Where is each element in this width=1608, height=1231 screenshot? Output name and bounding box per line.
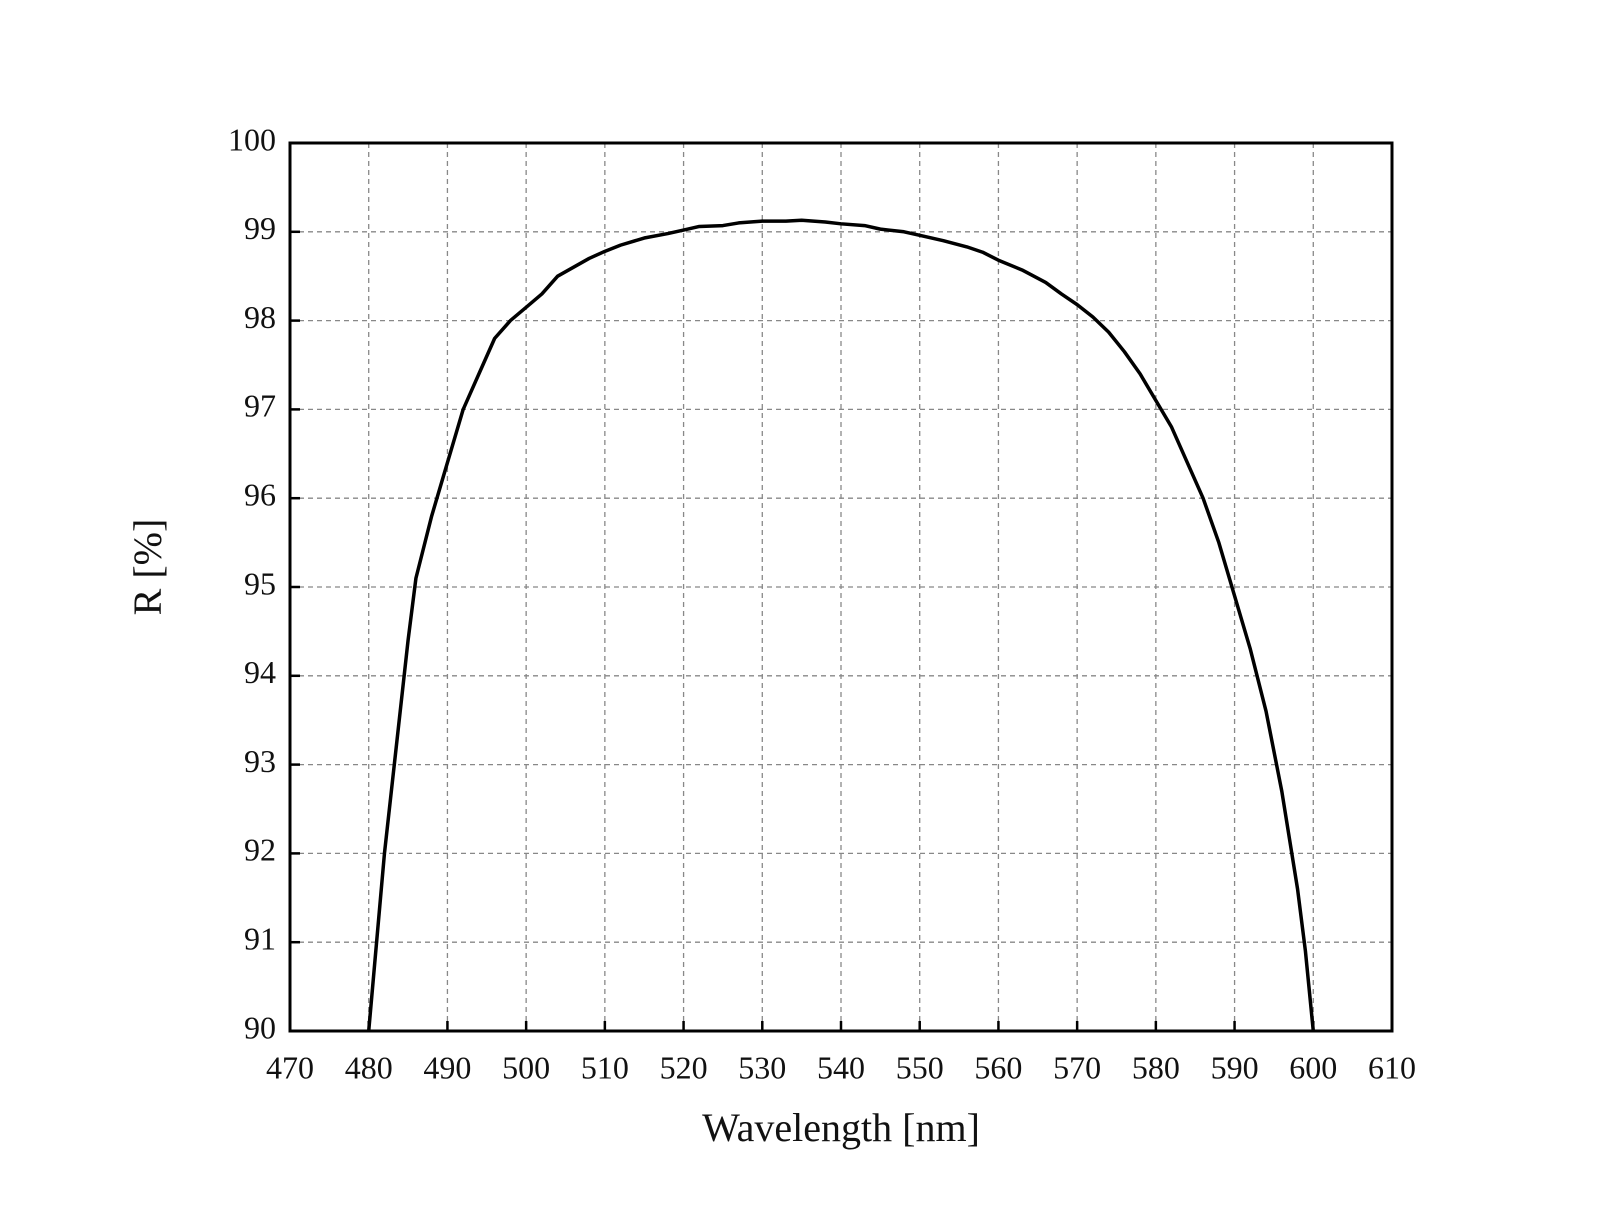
x-tick-label: 470 <box>266 1049 314 1085</box>
y-tick-label: 90 <box>244 1009 276 1045</box>
y-tick-label: 93 <box>244 743 276 779</box>
y-tick-label: 100 <box>228 121 276 157</box>
x-tick-label: 560 <box>974 1049 1022 1085</box>
y-tick-label: 91 <box>244 921 276 957</box>
x-tick-label: 500 <box>502 1049 550 1085</box>
y-tick-label: 92 <box>244 832 276 868</box>
x-tick-label: 550 <box>896 1049 944 1085</box>
y-tick-label: 94 <box>244 654 276 690</box>
x-tick-label: 530 <box>738 1049 786 1085</box>
x-tick-label: 600 <box>1289 1049 1337 1085</box>
x-tick-label: 570 <box>1053 1049 1101 1085</box>
x-tick-label: 480 <box>345 1049 393 1085</box>
y-axis-label: R [%] <box>125 519 170 616</box>
data-line <box>366 218 1316 1032</box>
x-tick-label: 540 <box>817 1049 865 1085</box>
x-tick-label: 490 <box>423 1049 471 1085</box>
x-tick-label: 520 <box>660 1049 708 1085</box>
x-tick-label: 580 <box>1132 1049 1180 1085</box>
x-tick-label: 590 <box>1211 1049 1259 1085</box>
y-tick-label: 95 <box>244 565 276 601</box>
x-tick-label: 510 <box>581 1049 629 1085</box>
plot-frame <box>288 141 1394 1033</box>
y-tick-label: 99 <box>244 210 276 246</box>
x-axis-label: Wavelength [nm] <box>702 1105 980 1150</box>
y-tick-label: 97 <box>244 388 276 424</box>
y-tick-label: 98 <box>244 299 276 335</box>
x-tick-label: 610 <box>1368 1049 1416 1085</box>
y-tick-label: 96 <box>244 477 276 513</box>
